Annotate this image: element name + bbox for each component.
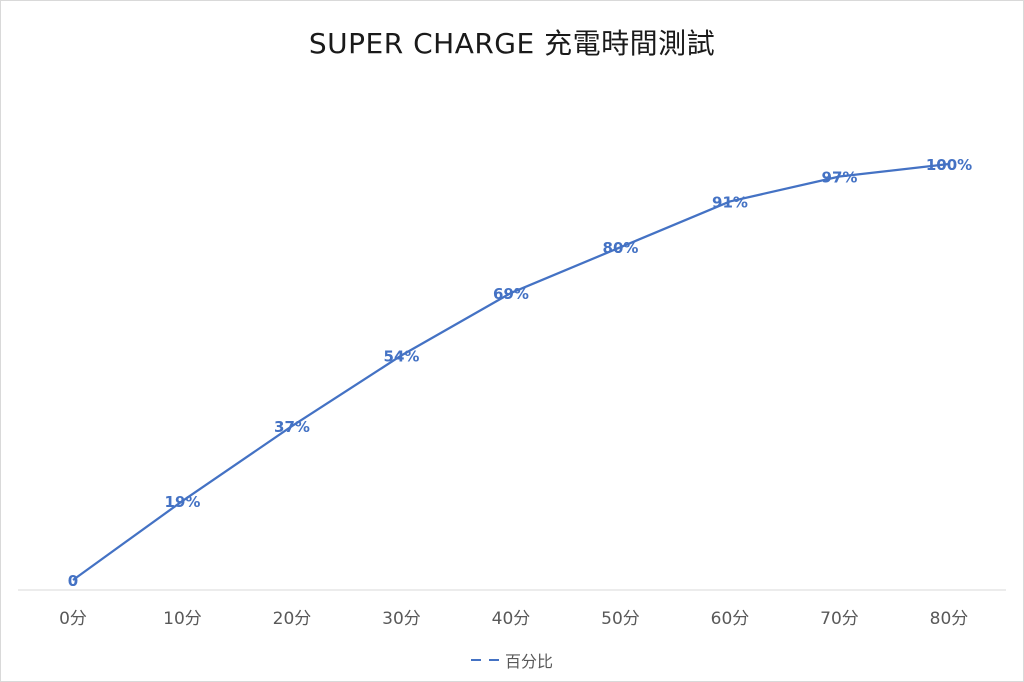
x-tick-label: 10分 [163,609,202,629]
legend: 百分比 [0,648,1024,672]
x-tick-label: 60分 [711,609,750,629]
x-tick-label: 20分 [273,609,312,629]
legend-swatch [470,659,499,661]
data-label: 91% [712,193,748,211]
data-label: 0 [68,572,78,590]
data-label: 80% [603,239,639,257]
legend-label: 百分比 [504,652,553,671]
chart-title: SUPER CHARGE 充電時間測試 [308,27,716,60]
series-line-百分比 [72,162,950,581]
x-tick-label: 50分 [601,609,640,629]
data-label: 54% [384,347,420,365]
x-tick-label: 70分 [820,609,859,629]
data-label: 69% [493,285,529,303]
data-label: 37% [274,418,310,436]
x-tick-label: 80分 [930,609,969,629]
data-label: 100% [926,156,972,174]
x-tick-label: 30分 [382,609,421,629]
data-label: 19% [165,493,201,511]
data-label: 97% [822,168,858,186]
x-tick-label: 40分 [492,609,531,629]
x-tick-label: 0分 [59,609,87,629]
